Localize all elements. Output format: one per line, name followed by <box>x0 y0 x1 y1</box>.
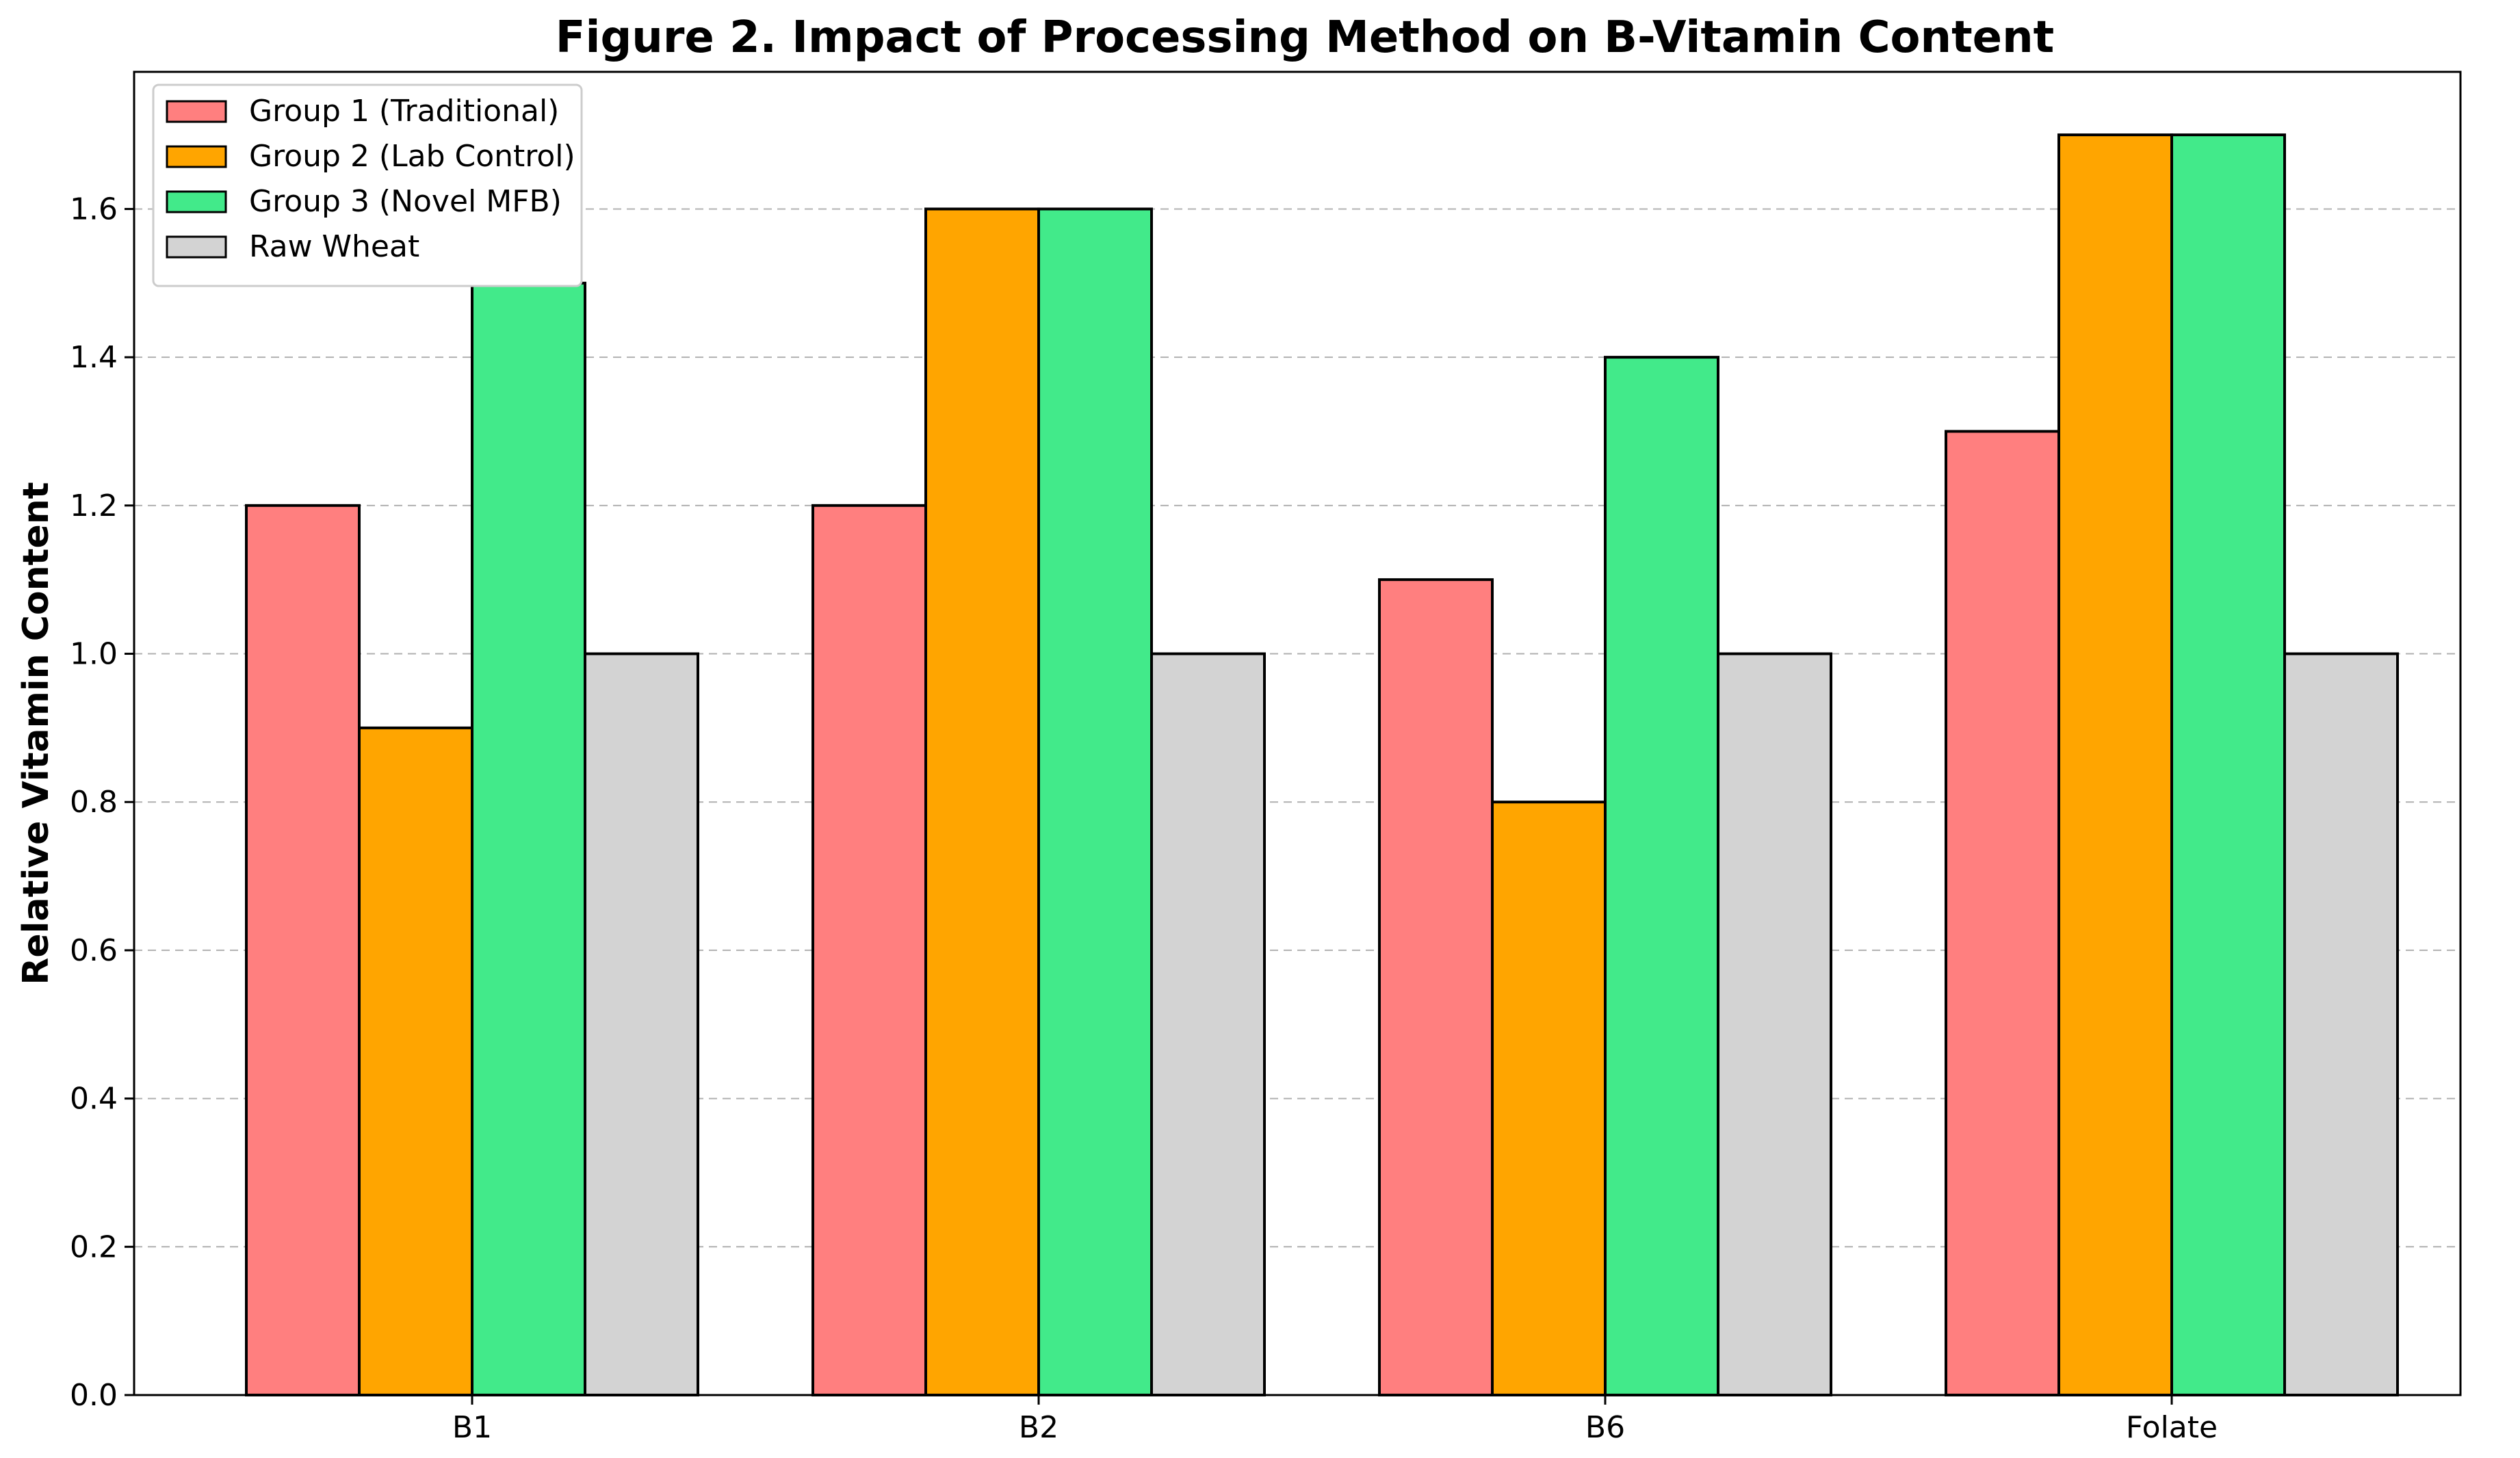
y-axis-label: Relative Vitamin Content <box>16 482 57 985</box>
x-tick-label: B6 <box>1585 1410 1625 1445</box>
legend-swatch <box>166 145 227 168</box>
bar <box>358 726 473 1396</box>
bar <box>811 504 927 1396</box>
bar <box>1945 430 2060 1396</box>
bar <box>2283 652 2399 1396</box>
chart-title: Figure 2. Impact of Processing Method on… <box>556 12 2054 63</box>
axis-layer: 0.0 0.2 0.4 0.6 0.8 1.0 1.2 1.4 1.6 B1 B2 B6 Folate <box>70 192 2218 1445</box>
legend-frame <box>152 83 583 287</box>
y-tick-label: 0.2 <box>70 1229 118 1264</box>
legend: Group 1 (Traditional) Group 2 (Lab Contro… <box>152 83 583 287</box>
bar-layer <box>245 133 2399 1397</box>
legend-swatch <box>166 235 227 259</box>
legend-label: Group 1 (Traditional) <box>249 94 559 129</box>
y-tick-label: 0.0 <box>70 1378 118 1413</box>
y-tick-label: 1.4 <box>70 340 118 375</box>
y-tick-label: 0.8 <box>70 785 118 820</box>
y-tick-label: 1.6 <box>70 192 118 226</box>
legend-swatch <box>166 190 227 213</box>
x-tick-label: B2 <box>1019 1410 1058 1445</box>
x-tick-label: Folate <box>2126 1410 2218 1445</box>
bar <box>584 652 699 1396</box>
x-tick-label: B1 <box>452 1410 492 1445</box>
bar <box>1150 652 1266 1396</box>
legend-label: Group 2 (Lab Control) <box>249 139 575 174</box>
bar <box>471 281 586 1396</box>
bar <box>1491 800 1607 1396</box>
bar <box>1717 652 1832 1396</box>
legend-label: Group 3 (Novel MFB) <box>249 184 562 219</box>
plot-area-frame <box>133 70 2462 1396</box>
bar <box>924 207 1040 1396</box>
bar <box>1037 207 1153 1396</box>
bar <box>1378 578 1494 1396</box>
legend-swatch <box>166 100 227 123</box>
bar <box>1604 356 1719 1397</box>
bar <box>2170 133 2286 1397</box>
legend-label: Raw Wheat <box>249 229 419 264</box>
bar <box>2057 133 2173 1397</box>
y-tick-label: 0.6 <box>70 933 118 968</box>
y-tick-label: 0.4 <box>70 1082 118 1117</box>
bar <box>245 504 361 1396</box>
y-tick-label: 1.0 <box>70 637 118 672</box>
y-tick-label: 1.2 <box>70 489 118 523</box>
